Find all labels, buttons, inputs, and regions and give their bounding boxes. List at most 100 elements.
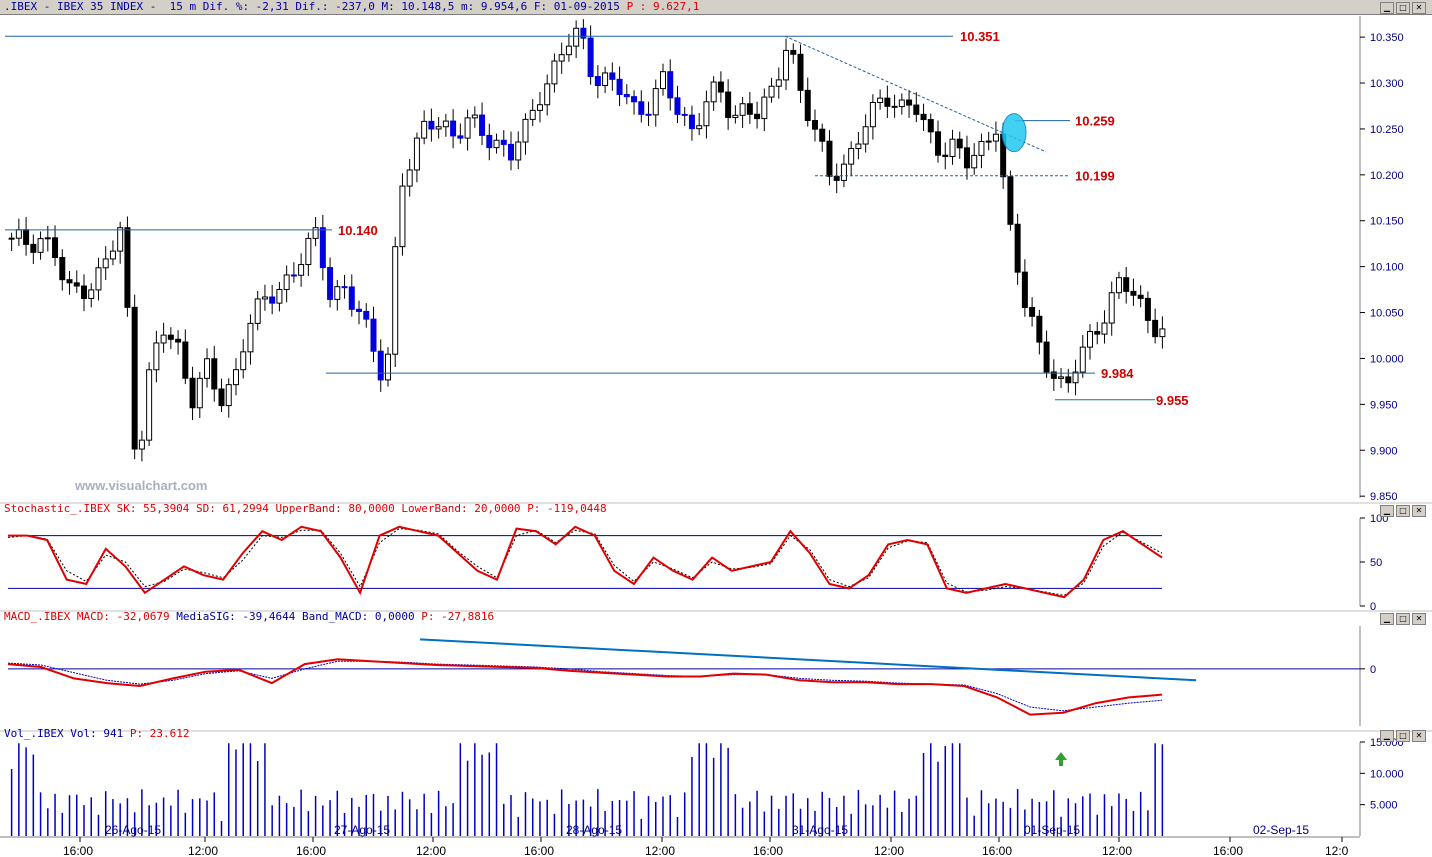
candle-body <box>1079 346 1086 373</box>
stoch-sd-line <box>7 528 1163 596</box>
green-up-arrow-icon <box>1055 752 1067 766</box>
candle-body <box>725 91 732 119</box>
candle-body <box>175 338 182 343</box>
candle-body <box>37 238 44 253</box>
vol-title-p: P: 23.612 <box>129 727 190 740</box>
candle-body <box>703 101 710 127</box>
candle-body <box>732 114 739 119</box>
candle-body <box>305 237 312 266</box>
candle-body <box>623 94 630 98</box>
x-axis-tick-label: 16:00 <box>753 844 783 857</box>
stoch-sk-line <box>8 525 1163 599</box>
stoch-title-main: Stochastic_.IBEX SK: 55,3904 SD: 61,2994… <box>4 502 521 515</box>
vol-tick-label: 10.000 <box>1370 768 1404 780</box>
candle-body <box>225 384 232 407</box>
candle-body <box>109 250 116 260</box>
candle-body <box>1094 331 1101 335</box>
candle-body <box>1152 319 1159 338</box>
candle-body <box>479 114 486 136</box>
candle-body <box>768 85 775 98</box>
candle-body <box>877 97 884 103</box>
candle-body <box>413 137 420 171</box>
candle-body <box>384 353 391 381</box>
candle-body <box>312 227 319 239</box>
candle-body <box>1014 223 1021 273</box>
date-label: 27-Ago-15 <box>334 823 390 837</box>
candle-body <box>645 113 652 116</box>
stoch-close-button[interactable]: ✕ <box>1412 505 1426 517</box>
candle-body <box>855 143 862 149</box>
x-axis-tick-label: 16:00 <box>524 844 554 857</box>
vol-tick-label: 5.000 <box>1370 800 1398 812</box>
candle-body <box>1050 371 1057 379</box>
candle-body <box>1036 315 1043 343</box>
candle-body <box>298 264 305 276</box>
candle-body <box>1058 376 1065 379</box>
macd-trendline <box>419 638 1197 682</box>
macd-minimize-button[interactable]: ▁ <box>1380 613 1394 625</box>
candle-body <box>59 257 66 281</box>
candle-body <box>594 76 601 86</box>
macd-maximize-button[interactable]: □ <box>1396 613 1410 625</box>
candle-body <box>978 140 985 156</box>
candle-body <box>688 114 695 130</box>
y-axis-tick-label: 9.950 <box>1370 399 1398 411</box>
chart-header-bar: .IBEX - IBEX 35 INDEX - 15 m Dif. %: -2,… <box>0 0 1432 15</box>
candle-body <box>804 89 811 121</box>
candle-body <box>631 96 638 103</box>
candle-body <box>710 81 717 103</box>
minimize-button[interactable]: ▁ <box>1380 2 1394 14</box>
candle-body <box>464 117 471 139</box>
x-axis-tick-label: 12:0 <box>1325 844 1349 857</box>
candle-body <box>609 72 616 80</box>
candle-body <box>515 141 522 161</box>
macd-close-button[interactable]: ✕ <box>1412 613 1426 625</box>
candle-body <box>377 350 384 381</box>
candle-body <box>1087 331 1094 348</box>
maximize-button[interactable]: □ <box>1396 2 1410 14</box>
stoch-minimize-button[interactable]: ▁ <box>1380 505 1394 517</box>
candle-body <box>992 133 999 142</box>
candle-body <box>1115 277 1122 294</box>
candle-body <box>1029 306 1036 317</box>
stoch-maximize-button[interactable]: □ <box>1396 505 1410 517</box>
candle-body <box>790 49 797 55</box>
candle-body <box>182 341 189 379</box>
vol-minimize-button[interactable]: ▁ <box>1380 730 1394 742</box>
candle-body <box>334 286 341 300</box>
chart-header-text: .IBEX - IBEX 35 INDEX - 15 m Dif. %: -2,… <box>4 0 699 14</box>
candle-body <box>370 318 377 352</box>
candle-body <box>493 139 500 149</box>
level-10259-label: 10.259 <box>1075 114 1115 129</box>
candle-body <box>1159 328 1166 338</box>
candle-body <box>500 139 507 145</box>
candle-body <box>167 334 174 340</box>
candle-body <box>833 175 840 181</box>
candle-body <box>739 103 746 116</box>
candle-body <box>95 267 102 291</box>
candle-body <box>44 237 51 240</box>
candle-body <box>254 298 261 324</box>
candle-body <box>797 53 804 91</box>
candle-body <box>160 334 167 344</box>
vol-maximize-button[interactable]: □ <box>1396 730 1410 742</box>
x-axis-tick-label: 16:00 <box>63 844 93 857</box>
candle-body <box>508 143 515 161</box>
date-label: 31-Ago-15 <box>792 823 848 837</box>
candle-body <box>942 154 949 157</box>
close-button[interactable]: ✕ <box>1412 2 1426 14</box>
candle-body <box>638 101 645 115</box>
candle-body <box>659 71 666 90</box>
x-axis-tick-label: 12:00 <box>645 844 675 857</box>
macd-title-main: MACD_.IBEX MACD: -32,0679 <box>4 610 170 623</box>
candle-body <box>283 274 290 290</box>
candle-body <box>667 71 674 99</box>
stoch-tick-label: 50 <box>1370 557 1382 569</box>
stoch-title-p: P: -119,0448 <box>527 502 607 515</box>
candle-body <box>1072 371 1079 384</box>
y-axis-tick-label: 10.000 <box>1370 353 1404 365</box>
y-axis-tick-label: 9.900 <box>1370 445 1398 457</box>
vol-close-button[interactable]: ✕ <box>1412 730 1426 742</box>
candle-body <box>681 113 688 116</box>
candle-body <box>117 227 124 252</box>
